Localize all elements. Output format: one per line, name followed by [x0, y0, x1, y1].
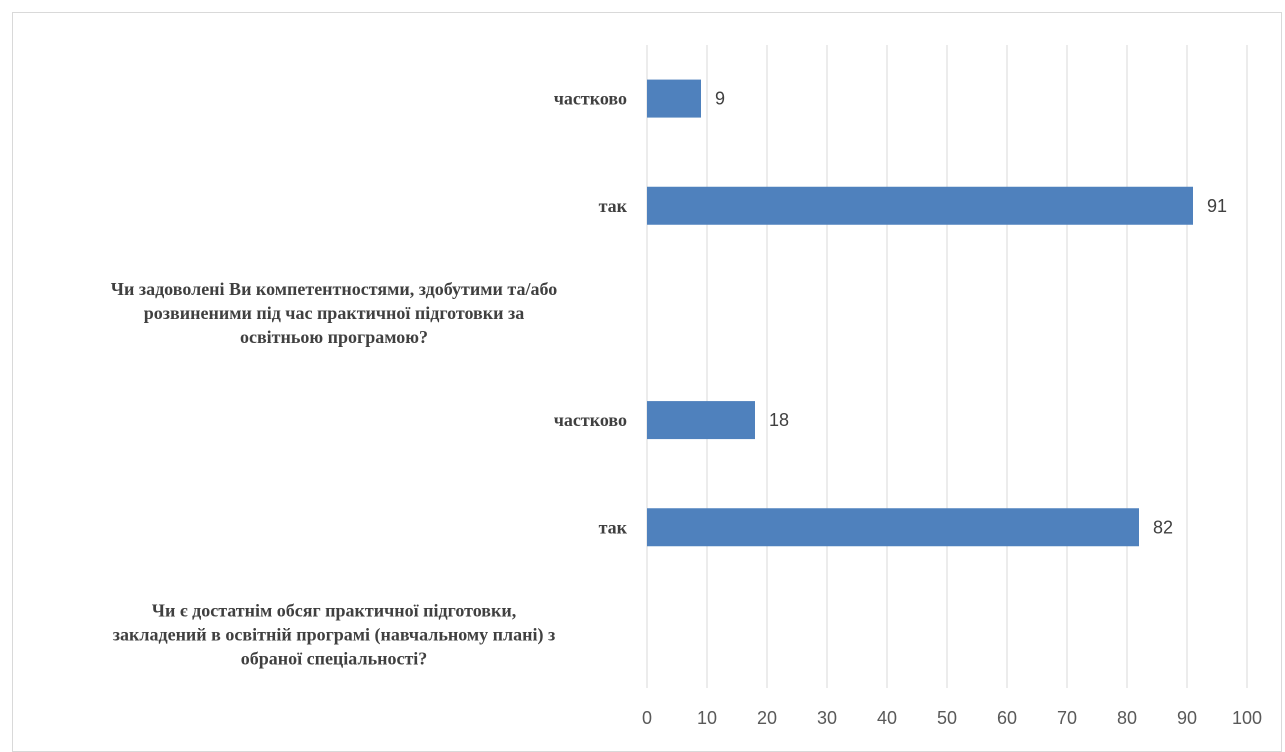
category-label: частково [554, 89, 627, 109]
question-label: Чи задоволені Ви компетентностями, здобу… [111, 279, 557, 347]
bar [647, 79, 701, 118]
bar [647, 186, 1193, 225]
data-labels: 9 91 18 82 [715, 89, 1227, 538]
x-tick-label: 40 [877, 708, 897, 728]
x-tick-label: 100 [1232, 708, 1262, 728]
x-tick-label: 20 [757, 708, 777, 728]
bar [647, 401, 755, 440]
x-tick-label: 50 [937, 708, 957, 728]
data-label: 18 [769, 410, 789, 430]
data-label: 91 [1207, 196, 1227, 216]
x-axis-ticks: 0 10 20 30 40 50 60 70 80 90 100 [642, 708, 1262, 728]
grid-lines [646, 45, 1248, 688]
bar [647, 508, 1139, 547]
category-label: так [599, 517, 628, 537]
data-label: 9 [715, 89, 725, 109]
x-tick-label: 60 [997, 708, 1017, 728]
x-tick-label: 30 [817, 708, 837, 728]
bars [647, 79, 1193, 547]
x-tick-label: 0 [642, 708, 652, 728]
x-tick-label: 80 [1117, 708, 1137, 728]
category-labels: частково так Чи задоволені Ви компетентнос… [111, 89, 628, 669]
data-label: 82 [1153, 517, 1173, 537]
x-tick-label: 90 [1177, 708, 1197, 728]
category-label: частково [554, 410, 627, 430]
x-tick-label: 10 [697, 708, 717, 728]
question-label: Чи є достатнім обсяг практичної підготов… [113, 600, 555, 668]
category-label: так [599, 196, 628, 216]
x-tick-label: 70 [1057, 708, 1077, 728]
